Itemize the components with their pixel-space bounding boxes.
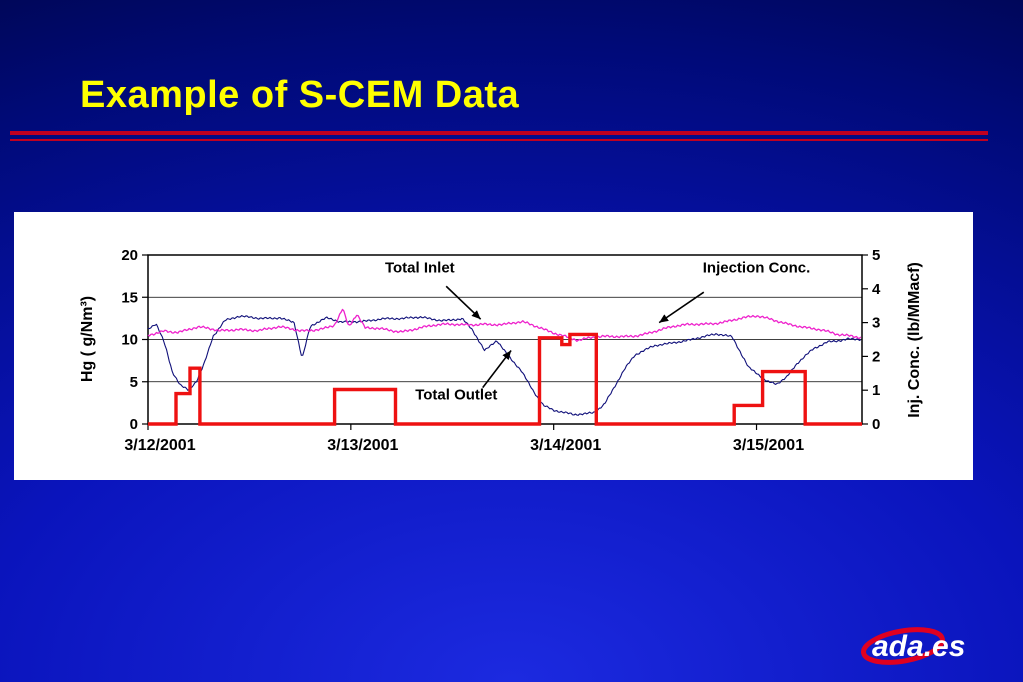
- y-left-tick-label: 10: [121, 332, 138, 349]
- page-title: Example of S-CEM Data: [80, 74, 520, 116]
- y-right-tick-label: 2: [872, 348, 880, 365]
- ada-es-logo: ada.es: [861, 627, 965, 665]
- series-injection-conc-: [148, 332, 862, 426]
- annotation-label-total-inlet: Total Inlet: [385, 260, 455, 277]
- x-tick-label: 3/13/2001: [327, 437, 398, 454]
- y-right-tick-label: 4: [872, 281, 881, 298]
- chart-panel: 0 5 10 15 20 0 1 2 3 4 5 3/12/2001 3/13/2001 3/14/200…: [14, 212, 973, 480]
- x-tick-label: 3/15/2001: [733, 437, 804, 454]
- logo-swoosh-icon: [861, 627, 945, 665]
- annotation-label-injection-conc-: Injection Conc.: [703, 260, 811, 277]
- annotation-arrow: [658, 291, 705, 324]
- annotation-arrow: [445, 285, 482, 320]
- y-left-tick-label: 0: [130, 416, 138, 433]
- x-tick-label: 3/14/2001: [530, 437, 601, 454]
- y-right-tick-label: 1: [872, 382, 880, 399]
- title-divider-thick: [10, 131, 988, 135]
- title-divider-thin: [10, 139, 988, 141]
- series-total-outlet: [147, 315, 862, 416]
- y-right-tick-label: 5: [872, 247, 880, 264]
- y-right-tick-label: 3: [872, 315, 880, 332]
- series-total-inlet: [147, 308, 862, 342]
- y-left-tick-label: 20: [121, 247, 138, 264]
- scem-chart: 0 5 10 15 20 0 1 2 3 4 5 3/12/2001 3/13/2001 3/14/200…: [121, 247, 881, 454]
- annotation-label-total-outlet: Total Outlet: [415, 386, 497, 403]
- y-left-tick-label: 5: [130, 374, 138, 391]
- annotation-arrow: [482, 349, 512, 389]
- y-right-axis-title: Inj. Conc. (lb/MMacf): [906, 262, 923, 418]
- y-left-tick-label: 15: [121, 289, 138, 306]
- x-tick-label: 3/12/2001: [124, 437, 195, 454]
- y-right-tick-label: 0: [872, 416, 880, 433]
- logo-text: ada.es: [872, 630, 965, 663]
- y-left-axis-title: Hg ( g/Nm³): [79, 295, 96, 383]
